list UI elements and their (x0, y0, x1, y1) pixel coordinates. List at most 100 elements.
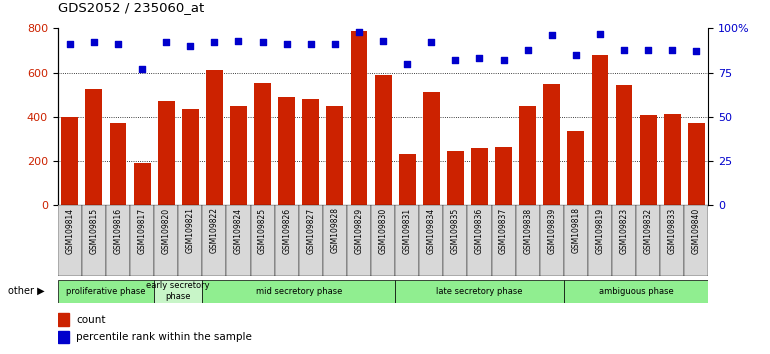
Point (570, 52, 582, 58)
Bar (58, 331, 69, 343)
Point (474, 56, 486, 61)
Text: GSM109840: GSM109840 (692, 207, 701, 254)
Bar (203, 280, 395, 303)
Text: GSM109826: GSM109826 (282, 207, 291, 253)
Bar (154, 205, 178, 276)
Bar (519, 106, 536, 205)
Bar (371, 205, 395, 276)
Bar (395, 205, 419, 276)
Text: GSM109839: GSM109839 (547, 207, 556, 254)
Bar (495, 147, 512, 205)
Bar (588, 205, 612, 276)
Bar (58, 280, 154, 303)
Text: GSM109815: GSM109815 (89, 207, 99, 253)
Text: GSM109829: GSM109829 (354, 207, 363, 253)
Text: proliferative phase: proliferative phase (66, 287, 146, 296)
Point (497, 57, 510, 63)
Text: GSM109820: GSM109820 (162, 207, 171, 253)
Point (642, 47, 654, 52)
Text: GSM109823: GSM109823 (620, 207, 628, 253)
Text: GSM109816: GSM109816 (113, 207, 122, 253)
Point (401, 61, 413, 67)
Text: early secretory
phase: early secretory phase (146, 281, 210, 301)
Point (305, 41, 317, 47)
Bar (109, 124, 126, 205)
Text: GSM109836: GSM109836 (475, 207, 484, 254)
Text: percentile rank within the sample: percentile rank within the sample (76, 332, 252, 342)
Text: GSM109834: GSM109834 (427, 207, 436, 254)
Bar (612, 205, 636, 276)
Bar (254, 82, 271, 205)
Text: GSM109833: GSM109833 (668, 207, 677, 254)
Text: GSM109819: GSM109819 (595, 207, 604, 253)
Point (88, 40, 100, 45)
Bar (299, 205, 323, 276)
Text: GSM109817: GSM109817 (138, 207, 146, 253)
Text: GSM109824: GSM109824 (234, 207, 243, 253)
Bar (685, 205, 708, 276)
Text: GSM109828: GSM109828 (330, 207, 340, 253)
Bar (203, 205, 226, 276)
Text: GSM109814: GSM109814 (65, 207, 74, 253)
Bar (419, 205, 444, 276)
Bar (567, 131, 584, 205)
Text: other ▶: other ▶ (8, 286, 45, 296)
Bar (278, 97, 295, 205)
Text: ambiguous phase: ambiguous phase (599, 287, 674, 296)
Point (136, 66, 149, 72)
Text: late secretory phase: late secretory phase (437, 287, 523, 296)
Point (618, 47, 630, 52)
Text: GSM109822: GSM109822 (210, 207, 219, 253)
Text: GSM109827: GSM109827 (306, 207, 315, 253)
Bar (226, 205, 250, 276)
Bar (471, 148, 488, 205)
Bar (375, 75, 391, 205)
Text: count: count (76, 315, 105, 325)
Text: GSM109831: GSM109831 (403, 207, 412, 253)
Bar (447, 151, 464, 205)
Text: GSM109821: GSM109821 (186, 207, 195, 253)
Text: GSM109818: GSM109818 (571, 207, 581, 253)
Bar (178, 205, 203, 276)
Text: GSM109838: GSM109838 (523, 207, 532, 253)
Bar (182, 109, 199, 205)
Bar (540, 205, 564, 276)
Bar (444, 205, 467, 276)
Text: GSM109825: GSM109825 (258, 207, 267, 253)
Text: mid secretory phase: mid secretory phase (256, 287, 342, 296)
Bar (130, 205, 154, 276)
Bar (395, 280, 564, 303)
Bar (660, 205, 685, 276)
Bar (640, 115, 657, 205)
Bar (347, 205, 371, 276)
Point (377, 38, 389, 44)
Point (112, 41, 124, 47)
Bar (491, 205, 516, 276)
Bar (544, 84, 561, 205)
Bar (399, 154, 416, 205)
Bar (206, 70, 223, 205)
Bar (134, 163, 150, 205)
Point (353, 29, 365, 35)
Bar (250, 205, 275, 276)
Bar (58, 205, 82, 276)
Point (425, 40, 437, 45)
Bar (82, 205, 106, 276)
Text: GDS2052 / 235060_at: GDS2052 / 235060_at (58, 1, 204, 14)
Text: GSM109835: GSM109835 (451, 207, 460, 254)
Point (160, 40, 172, 45)
Point (521, 47, 534, 52)
Text: GSM109832: GSM109832 (644, 207, 653, 253)
Text: GSM109837: GSM109837 (499, 207, 508, 254)
Bar (303, 99, 320, 205)
Bar (564, 205, 588, 276)
Bar (275, 205, 299, 276)
Bar (85, 89, 102, 205)
Bar (616, 85, 632, 205)
Bar (350, 30, 367, 205)
Bar (467, 205, 491, 276)
Point (184, 43, 196, 49)
Bar (58, 313, 69, 326)
Bar (636, 205, 660, 276)
Point (256, 40, 269, 45)
